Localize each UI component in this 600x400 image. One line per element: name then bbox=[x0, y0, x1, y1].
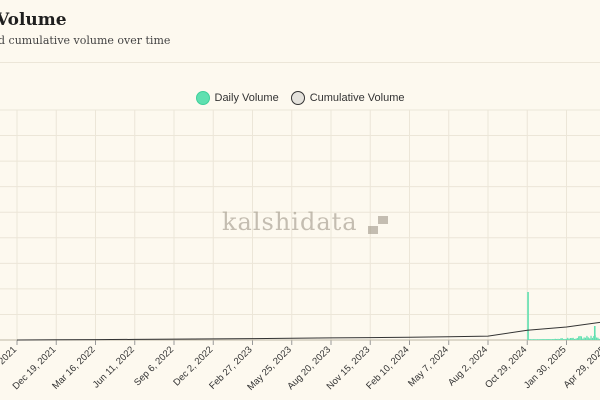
header-divider bbox=[0, 62, 600, 63]
daily-volume-bar bbox=[532, 339, 534, 340]
daily-volume-bar bbox=[571, 337, 573, 340]
chart-subtitle: d cumulative volume over time bbox=[0, 34, 171, 47]
daily-volume-bar bbox=[551, 339, 554, 340]
daily-volume-bar bbox=[578, 336, 580, 340]
daily-volume-bar bbox=[536, 339, 539, 340]
x-tick-label: 2021 bbox=[0, 344, 19, 367]
daily-volume-bar bbox=[580, 336, 583, 340]
daily-volume-spike bbox=[593, 326, 596, 340]
daily-volume-bar bbox=[597, 337, 599, 340]
daily-volume-bar bbox=[575, 338, 577, 340]
daily-volume-bar bbox=[591, 337, 594, 340]
daily-volume-bar bbox=[561, 338, 563, 340]
daily-volume-bar bbox=[564, 338, 566, 340]
daily-volume-bar bbox=[546, 339, 548, 340]
daily-volume-bar bbox=[589, 338, 591, 340]
daily-volume-bar bbox=[542, 338, 544, 340]
daily-volume-bar bbox=[540, 339, 543, 340]
x-tick-label: Sep 6, 2022 bbox=[132, 344, 176, 388]
daily-volume-bar bbox=[593, 336, 595, 340]
daily-volume-bar bbox=[549, 339, 551, 340]
daily-volume-bar bbox=[553, 338, 555, 340]
legend: Daily Volume Cumulative Volume bbox=[0, 91, 600, 105]
daily-volume-bar bbox=[584, 337, 587, 340]
daily-volume-bar bbox=[543, 339, 545, 340]
legend-item-cumulative[interactable]: Cumulative Volume bbox=[290, 91, 405, 105]
legend-item-daily[interactable]: Daily Volume bbox=[195, 91, 279, 105]
daily-volume-bar bbox=[598, 338, 600, 340]
daily-volume-bar bbox=[583, 337, 585, 340]
daily-volume-bar bbox=[550, 339, 552, 340]
daily-volume-bar bbox=[558, 339, 561, 340]
daily-volume-bar bbox=[562, 339, 565, 340]
daily-volume-bar bbox=[528, 339, 530, 340]
daily-volume-bar bbox=[547, 339, 550, 340]
daily-volume-bar bbox=[535, 339, 537, 340]
daily-volume-bar bbox=[531, 339, 533, 340]
daily-volume-bar bbox=[572, 337, 574, 340]
daily-volume-bar bbox=[587, 337, 589, 340]
daily-volume-bar bbox=[538, 339, 540, 340]
daily-volume-bar bbox=[565, 338, 567, 340]
legend-swatch-daily bbox=[195, 91, 210, 105]
daily-volume-bar bbox=[529, 339, 532, 340]
legend-label-daily: Daily Volume bbox=[214, 92, 279, 104]
x-tick-label: Jun 11, 2022 bbox=[91, 344, 137, 390]
daily-volume-bar bbox=[560, 338, 562, 340]
daily-volume-bar bbox=[534, 339, 536, 340]
daily-volume-bar bbox=[556, 338, 558, 340]
daily-volume-bar bbox=[539, 339, 541, 340]
watermark-text: kalshidata bbox=[222, 208, 358, 236]
legend-label-cumulative: Cumulative Volume bbox=[309, 92, 405, 104]
daily-volume-bar bbox=[545, 339, 547, 340]
daily-volume-bar bbox=[590, 335, 592, 340]
daily-volume-bar bbox=[576, 338, 578, 340]
daily-volume-bar bbox=[557, 338, 559, 340]
daily-volume-bar bbox=[586, 335, 588, 340]
daily-volume-bar bbox=[567, 337, 569, 340]
daily-volume-spike bbox=[527, 292, 529, 340]
legend-swatch-cumulative bbox=[290, 91, 305, 105]
daily-volume-bar bbox=[573, 338, 576, 340]
chart-title: Volume bbox=[0, 10, 67, 30]
cumulative-volume-line bbox=[16, 321, 600, 341]
daily-volume-bar bbox=[569, 338, 572, 340]
daily-volume-bar bbox=[554, 338, 556, 340]
daily-volume-bar bbox=[579, 335, 581, 340]
daily-volume-bar bbox=[568, 338, 570, 340]
watermark-logo-icon bbox=[368, 216, 388, 234]
daily-volume-bar bbox=[582, 338, 584, 340]
daily-volume-bar bbox=[595, 337, 598, 340]
x-tick-label: May 7, 2024 bbox=[406, 344, 451, 389]
